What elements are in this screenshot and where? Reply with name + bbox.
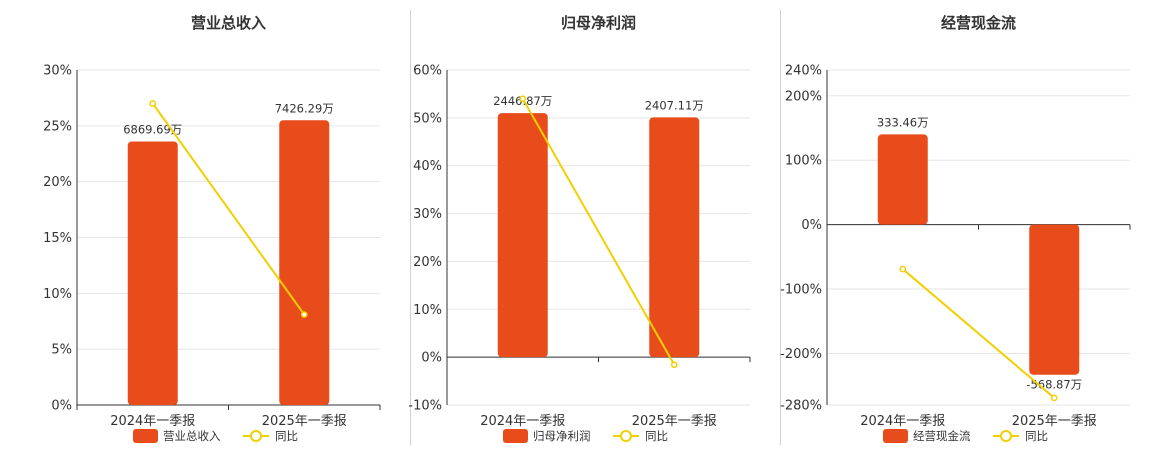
yoy-point [519, 95, 527, 103]
legend-line-marker [250, 430, 262, 442]
y-tick-label: -100% [780, 283, 822, 298]
legend-label: 归母净利润 [533, 429, 591, 443]
x-category-label: 2024年一季报 [860, 414, 945, 429]
yoy-point [300, 311, 308, 318]
y-tick-label: 0% [801, 218, 822, 233]
y-tick-label: 10% [43, 287, 72, 302]
legend-label: 同比 [645, 429, 668, 443]
x-category-label: 2024年一季报 [110, 414, 195, 429]
bar [649, 117, 700, 358]
y-tick-label: 15% [43, 231, 72, 246]
bar [877, 134, 928, 225]
bar [1029, 224, 1080, 375]
y-tick-label: 20% [43, 175, 72, 190]
y-tick-label: 240% [785, 64, 822, 79]
bar [497, 113, 548, 358]
legend-bar-swatch [503, 429, 528, 443]
chart-title: 营业总收入 [191, 14, 266, 32]
y-tick-label: 30% [43, 64, 72, 79]
legend-label: 营业总收入 [163, 429, 221, 443]
y-tick-label: 0% [51, 399, 72, 414]
yoy-line [521, 98, 676, 366]
bar [127, 141, 178, 405]
y-tick-label: 25% [43, 119, 72, 134]
x-category-label: 2025年一季报 [632, 414, 717, 429]
panel-divider [780, 10, 781, 445]
chart-revenue: 营业总收入 0% 5% 10% 15% 20% 25% 30% 6869.69万 7426.29万… [43, 14, 381, 443]
chart-title: 经营现金流 [941, 14, 1016, 32]
chart-title: 归母净利润 [561, 14, 636, 32]
legend-bar-swatch [133, 429, 158, 443]
legend-bar-swatch [883, 429, 908, 443]
chart-cashflow: 经营现金流 -280% -200% -100% 0% 100% 200% 240% 333.46… [780, 14, 1131, 443]
chart-panel-net-profit: 归母净利润-10%0%10%20%30%40%50%60%2446.87万240… [395, 0, 765, 450]
bar-data-label: 7426.29万 [275, 101, 334, 115]
y-tick-label: 0% [421, 351, 442, 366]
bar-data-label: 6869.69万 [123, 122, 182, 136]
y-tick-label: 40% [413, 159, 442, 174]
y-tick-label: 200% [785, 89, 822, 104]
legend-line-marker [620, 430, 632, 442]
yoy-point [1050, 394, 1058, 402]
panel-divider [410, 10, 411, 445]
y-tick-label: 100% [785, 154, 822, 169]
yoy-point [670, 361, 678, 369]
chart-panel-revenue: 营业总收入 0% 5% 10% 15% 20% 25% 30% 6869.69万 7426.29万… [25, 0, 395, 450]
chart-panel-cashflow: 经营现金流 -280% -200% -100% 0% 100% 200% 240% 333.46… [775, 0, 1145, 450]
yoy-line [902, 268, 1055, 399]
yoy-point [149, 100, 157, 107]
legend-label: 同比 [275, 429, 298, 443]
x-category-label: 2025年一季报 [262, 414, 347, 429]
bar-data-label: 333.46万 [877, 115, 929, 129]
yoy-point [899, 265, 907, 273]
y-tick-label: 10% [413, 303, 442, 318]
x-category-label: 2025年一季报 [1012, 414, 1097, 429]
y-tick-label: 5% [51, 343, 72, 358]
y-tick-label: 20% [413, 255, 442, 270]
bar-data-label: 2407.11万 [645, 98, 704, 112]
y-tick-label: -280% [780, 399, 822, 414]
bar [279, 120, 330, 405]
legend-label: 经营现金流 [913, 429, 971, 443]
bar-data-label: -568.87万 [1026, 378, 1082, 392]
legend-line-marker [1000, 430, 1012, 442]
legend-label: 同比 [1025, 429, 1048, 443]
chart-net-profit: 归母净利润-10%0%10%20%30%40%50%60%2446.87万240… [408, 14, 751, 443]
yoy-line [151, 102, 306, 316]
y-tick-label: 30% [413, 207, 442, 222]
x-category-label: 2024年一季报 [480, 414, 565, 429]
y-tick-label: -200% [780, 347, 822, 362]
y-tick-label: 50% [413, 111, 442, 126]
y-tick-label: -10% [408, 399, 442, 414]
y-tick-label: 60% [413, 64, 442, 79]
